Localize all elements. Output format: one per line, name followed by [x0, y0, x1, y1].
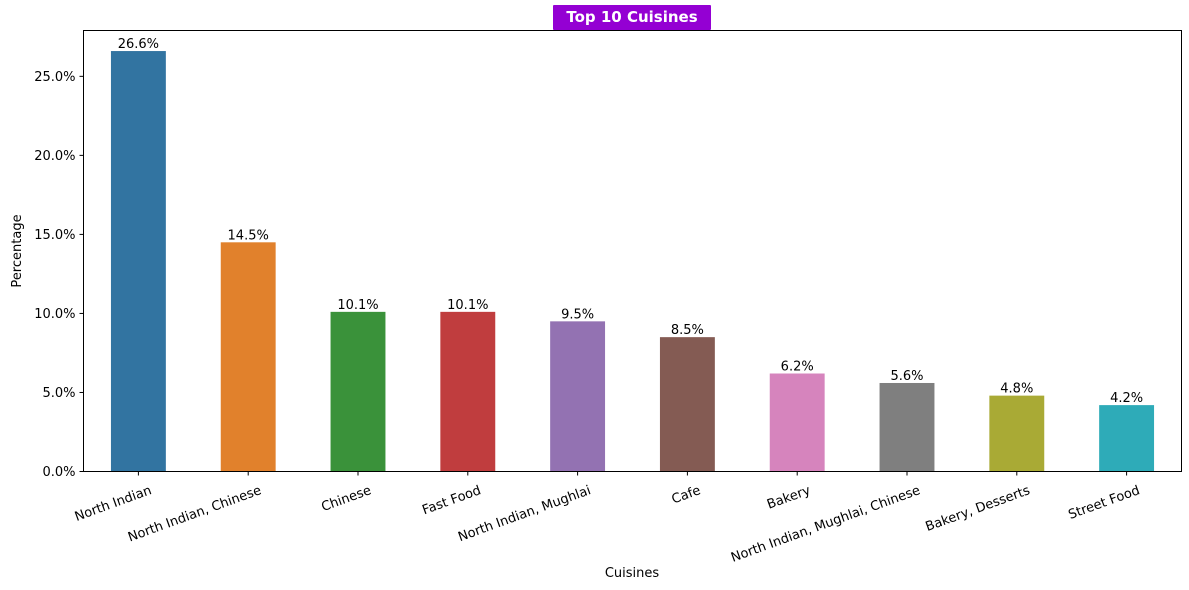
- x-tick-label: Cafe: [670, 483, 703, 507]
- y-tick-label: 25.0%: [34, 70, 75, 85]
- plot-area: 0.0% 5.0% 10.0% 15.0% 20.0% 25.0% 26.6% North I…: [34, 37, 1155, 566]
- bar-5: [550, 321, 606, 472]
- x-tick-label: North Indian, Mughlai, Chinese: [729, 483, 922, 566]
- data-label: 4.2%: [1110, 391, 1143, 406]
- x-tick-label: Chinese: [319, 483, 373, 515]
- bar-8: [879, 382, 935, 472]
- data-label: 4.8%: [1000, 382, 1033, 397]
- bar-1: [110, 51, 166, 472]
- data-label: 5.6%: [890, 369, 923, 384]
- data-label: 26.6%: [118, 37, 159, 52]
- x-tick-label: North Indian: [73, 483, 154, 525]
- x-tick-label: Bakery: [765, 483, 813, 513]
- title-background: [553, 5, 711, 30]
- bar-6: [659, 337, 715, 472]
- x-tick-label: Bakery, Desserts: [924, 483, 1033, 535]
- y-axis-label: Percentage: [10, 214, 25, 287]
- bar-3: [330, 311, 386, 472]
- bar-7: [769, 373, 825, 472]
- x-tick-label: Street Food: [1067, 483, 1142, 523]
- data-label: 10.1%: [337, 298, 378, 313]
- y-tick-label: 10.0%: [34, 307, 75, 322]
- y-tick-label: 0.0%: [42, 465, 75, 480]
- y-tick-label: 5.0%: [42, 386, 75, 401]
- y-tick-label: 20.0%: [34, 149, 75, 164]
- bar-9: [989, 395, 1045, 472]
- chart-title: Top 10 Cuisines: [566, 8, 697, 26]
- data-label: 9.5%: [561, 307, 594, 322]
- data-label: 10.1%: [447, 298, 488, 313]
- plot-frame: [83, 30, 1182, 472]
- bar-10: [1099, 405, 1155, 472]
- data-label: 6.2%: [781, 360, 814, 375]
- x-tick-label: Fast Food: [420, 483, 483, 518]
- x-axis-label: Cuisines: [605, 566, 660, 581]
- data-label: 14.5%: [228, 228, 269, 243]
- bar-4: [440, 311, 496, 472]
- data-label: 8.5%: [671, 323, 704, 338]
- y-tick-label: 15.0%: [34, 228, 75, 243]
- bar-2: [220, 242, 276, 472]
